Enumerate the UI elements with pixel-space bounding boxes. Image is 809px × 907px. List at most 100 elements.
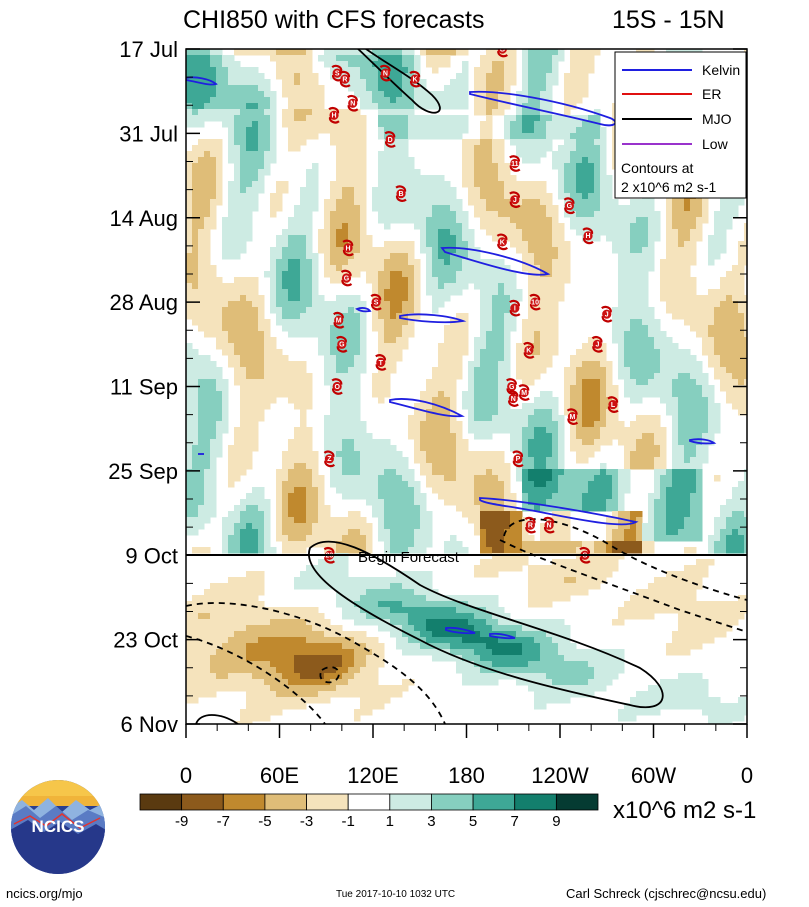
anomaly-cell: [432, 247, 439, 254]
anomaly-cell: [222, 319, 229, 326]
anomaly-cell: [204, 457, 211, 464]
anomaly-cell: [672, 409, 679, 416]
anomaly-cell: [342, 133, 349, 140]
anomaly-cell: [516, 415, 523, 422]
anomaly-cell: [510, 139, 517, 146]
anomaly-cell: [648, 367, 655, 374]
anomaly-cell: [252, 121, 259, 128]
anomaly-cell: [378, 349, 385, 356]
anomaly-cell: [546, 145, 553, 152]
anomaly-cell: [534, 451, 541, 458]
anomaly-cell: [294, 433, 301, 440]
anomaly-cell: [648, 205, 655, 212]
anomaly-cell: [642, 265, 649, 272]
anomaly-cell: [582, 115, 589, 122]
anomaly-cell: [744, 409, 747, 416]
anomaly-cell: [528, 55, 535, 62]
anomaly-cell: [564, 109, 571, 116]
anomaly-cell: [408, 319, 415, 326]
anomaly-cell: [720, 283, 727, 290]
anomaly-cell: [570, 205, 577, 212]
anomaly-cell: [204, 403, 211, 410]
anomaly-cell: [348, 253, 355, 260]
anomaly-cell: [414, 409, 421, 416]
anomaly-cell: [372, 277, 379, 284]
anomaly-cell: [744, 241, 747, 248]
anomaly-cell: [198, 397, 205, 404]
anomaly-cell: [222, 97, 229, 104]
anomaly-cell: [654, 373, 661, 380]
anomaly-cell: [240, 67, 247, 74]
anomaly-cell: [228, 151, 235, 158]
anomaly-cell: [702, 313, 709, 320]
anomaly-cell: [192, 355, 199, 362]
anomaly-cell: [546, 475, 553, 482]
anomaly-cell: [612, 415, 619, 422]
anomaly-cell: [492, 289, 499, 296]
anomaly-cell: [384, 163, 391, 170]
anomaly-cell: [396, 355, 403, 362]
anomaly-cell: [672, 211, 679, 218]
anomaly-cell: [258, 355, 265, 362]
anomaly-cell: [300, 241, 307, 248]
anomaly-cell: [726, 397, 733, 404]
anomaly-cell: [378, 463, 385, 470]
anomaly-cell: [348, 397, 355, 404]
anomaly-cell: [612, 427, 619, 434]
anomaly-cell: [276, 307, 283, 314]
anomaly-cell: [306, 235, 313, 242]
anomaly-cell: [528, 481, 535, 488]
anomaly-cell: [606, 367, 613, 374]
anomaly-cell: [726, 277, 733, 284]
anomaly-cell: [540, 469, 547, 476]
anomaly-cell: [294, 127, 301, 134]
anomaly-cell: [246, 331, 253, 338]
anomaly-cell: [666, 337, 673, 344]
anomaly-cell: [582, 355, 589, 362]
anomaly-cell: [690, 217, 697, 224]
anomaly-cell: [240, 391, 247, 398]
anomaly-cell: [438, 235, 445, 242]
anomaly-cell: [192, 313, 199, 320]
anomaly-cell: [360, 265, 367, 272]
anomaly-cell: [540, 127, 547, 134]
anomaly-cell: [366, 91, 373, 98]
anomaly-cell: [642, 217, 649, 224]
anomaly-cell: [246, 421, 253, 428]
anomaly-cell: [570, 55, 577, 62]
anomaly-cell: [414, 445, 421, 452]
anomaly-cell: [354, 127, 361, 134]
anomaly-cell: [588, 181, 595, 188]
anomaly-cell: [570, 445, 577, 452]
anomaly-cell: [708, 313, 715, 320]
anomaly-cell: [234, 79, 241, 86]
anomaly-cell: [498, 391, 505, 398]
anomaly-cell: [678, 451, 685, 458]
anomaly-cell: [588, 67, 595, 74]
anomaly-cell: [486, 409, 493, 416]
anomaly-cell: [726, 295, 733, 302]
anomaly-cell: [264, 127, 271, 134]
anomaly-cell: [306, 241, 313, 248]
anomaly-cell: [480, 337, 487, 344]
anomaly-cell: [672, 463, 679, 470]
anomaly-cell: [306, 463, 313, 470]
anomaly-cell: [228, 223, 235, 230]
anomaly-cell: [564, 391, 571, 398]
anomaly-cell: [534, 199, 541, 206]
anomaly-cell: [468, 475, 475, 482]
anomaly-cell: [348, 487, 355, 494]
anomaly-cell: [510, 217, 517, 224]
anomaly-cell: [312, 103, 319, 110]
anomaly-cell: [690, 205, 697, 212]
anomaly-cell: [390, 145, 397, 152]
anomaly-cell: [660, 385, 667, 392]
anomaly-cell: [636, 259, 643, 266]
anomaly-cell: [240, 421, 247, 428]
anomaly-cell: [258, 313, 265, 320]
anomaly-cell: [390, 247, 397, 254]
anomaly-cell: [360, 313, 367, 320]
anomaly-cell: [300, 283, 307, 290]
anomaly-cell: [702, 319, 709, 326]
anomaly-cell: [204, 115, 211, 122]
